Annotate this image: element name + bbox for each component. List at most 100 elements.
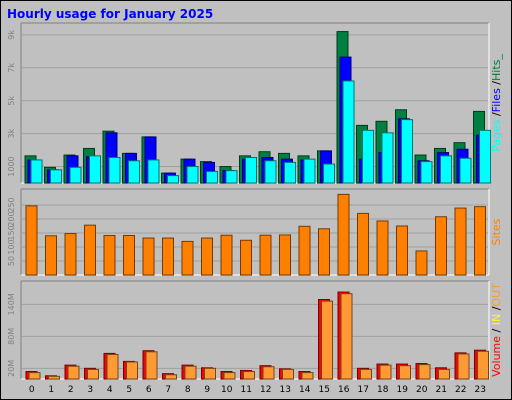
bar-sites-10 — [220, 234, 233, 276]
bar-sites-14 — [298, 225, 311, 276]
bar-out-22 — [457, 353, 470, 380]
x-tick-label: 20 — [416, 385, 428, 395]
bar-sites-9 — [201, 237, 213, 276]
bar-pages-14 — [303, 158, 316, 184]
bar-sites-12 — [259, 234, 272, 276]
bar-pages-10 — [225, 170, 238, 184]
y-tick-label: 1000 — [7, 156, 16, 176]
bar-pages-9 — [206, 170, 218, 184]
bar-sites-15 — [318, 228, 330, 276]
bar-out-14 — [301, 372, 314, 380]
bar-sites-17 — [357, 212, 369, 276]
bar-sites-1 — [45, 235, 57, 276]
y-tick-label: 9k — [7, 30, 16, 40]
y-tick-label: 250 — [7, 197, 16, 212]
x-tick-label: 9 — [204, 385, 210, 395]
bar-sites-18 — [376, 220, 389, 276]
bar-out-23 — [477, 350, 489, 380]
bar-out-20 — [418, 364, 431, 380]
y-tick-label: 140M — [7, 293, 16, 315]
side-label-part: / — [490, 328, 503, 335]
side-label-part: / — [490, 81, 503, 88]
bar-pages-1 — [50, 169, 62, 184]
bar-pages-23 — [479, 129, 491, 184]
bar-out-6 — [145, 351, 158, 380]
bar-out-9 — [204, 367, 216, 380]
bar-sites-11 — [240, 239, 252, 276]
bar-sites-0 — [25, 205, 38, 276]
bar-out-18 — [379, 364, 392, 380]
x-tick-label: 1 — [48, 385, 54, 395]
bar-out-4 — [106, 353, 119, 380]
bar-out-2 — [67, 365, 80, 380]
side-label-part: Sites — [490, 218, 503, 245]
bar-out-12 — [262, 366, 275, 380]
y-tick-label: 50 — [7, 256, 16, 266]
y-tick-label: 100 — [7, 239, 16, 254]
bar-pages-15 — [323, 163, 335, 184]
side-label-part: IN — [490, 314, 503, 329]
bar-pages-18 — [381, 132, 394, 184]
bar-pages-0 — [30, 159, 43, 184]
side-label-part: Hits_ — [490, 54, 503, 81]
bar-sites-8 — [181, 240, 194, 276]
bar-sites-5 — [123, 235, 135, 276]
bar-out-5 — [126, 361, 138, 380]
bar-pages-7 — [167, 175, 179, 184]
side-label-volume: Volume / IN /OUT — [490, 283, 503, 377]
bar-sites-23 — [474, 206, 486, 276]
x-tick-label: 16 — [338, 385, 350, 395]
x-tick-label: 4 — [107, 385, 113, 395]
x-tick-label: 15 — [319, 385, 330, 395]
x-tick-label: 10 — [221, 385, 233, 395]
bar-out-11 — [243, 371, 255, 380]
bar-sites-2 — [64, 233, 77, 276]
y-tick-label: 5k — [7, 95, 16, 105]
bar-pages-6 — [147, 159, 160, 184]
bar-pages-11 — [245, 156, 257, 184]
y-tick-label: 7k — [7, 63, 16, 73]
bar-out-10 — [223, 372, 236, 380]
y-tick-label: 3k — [7, 128, 16, 138]
panel-background — [21, 281, 489, 379]
side-label-part: OUT — [490, 283, 503, 307]
bar-out-21 — [438, 368, 450, 380]
x-tick-label: 2 — [68, 385, 74, 395]
y-tick-label: 150 — [7, 225, 16, 240]
x-tick-label: 17 — [358, 385, 369, 395]
x-tick-label: 6 — [146, 385, 152, 395]
bar-sites-19 — [396, 225, 408, 276]
bar-sites-20 — [415, 250, 428, 276]
x-tick-label: 12 — [260, 385, 271, 395]
x-tick-label: 5 — [126, 385, 132, 395]
bar-sites-4 — [103, 235, 116, 276]
bar-sites-16 — [337, 193, 350, 276]
x-axis-labels: 0 1 2 3 4 5 6 7 8 9 10 11 12 13 14 15 16 17 18 19 20 21 22 23 — [29, 385, 486, 395]
x-tick-label: 23 — [475, 385, 486, 395]
side-label-part: Volume — [490, 336, 503, 377]
bar-out-1 — [48, 375, 60, 380]
bar-pages-16 — [342, 80, 355, 184]
x-tick-label: 7 — [165, 385, 171, 395]
x-tick-label: 11 — [241, 385, 252, 395]
side-label-part: Pages — [490, 119, 503, 152]
bar-pages-3 — [89, 155, 101, 184]
side-label-sites: Sites — [490, 218, 503, 245]
bar-pages-21 — [440, 155, 452, 184]
x-tick-label: 13 — [280, 385, 291, 395]
bar-pages-4 — [108, 156, 121, 184]
x-tick-label: 18 — [377, 385, 389, 395]
x-tick-label: 14 — [299, 385, 311, 395]
chart-title: Hourly usage for January 2025 — [7, 7, 214, 21]
bar-sites-3 — [84, 224, 96, 276]
bar-pages-17 — [362, 129, 374, 184]
bar-pages-5 — [128, 160, 140, 184]
x-tick-label: 19 — [397, 385, 409, 395]
x-tick-label: 8 — [185, 385, 191, 395]
bars-volume — [25, 291, 489, 380]
x-tick-label: 0 — [29, 385, 35, 395]
